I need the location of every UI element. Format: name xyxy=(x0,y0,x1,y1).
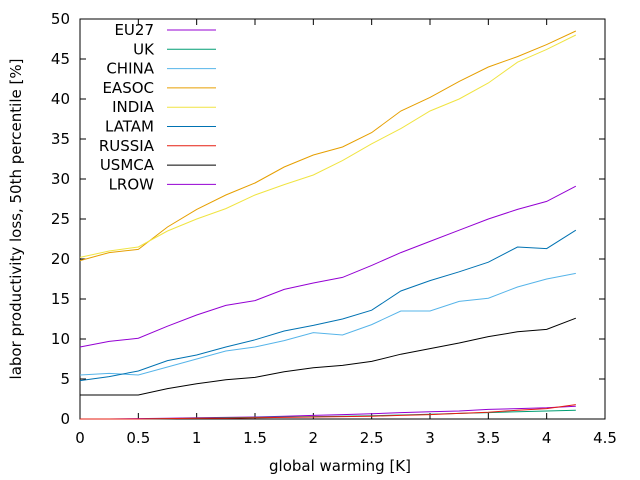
y-tick-label: 5 xyxy=(60,370,70,388)
y-tick-label: 35 xyxy=(51,130,70,148)
legend-label-usmca: USMCA xyxy=(100,156,155,174)
y-tick-label: 40 xyxy=(51,90,70,108)
legend-label-india: INDIA xyxy=(112,98,155,116)
x-tick-label: 1.5 xyxy=(243,429,267,447)
legend-label-china: CHINA xyxy=(106,60,154,78)
series-line-russia xyxy=(80,404,576,420)
x-tick-label: 0 xyxy=(75,429,85,447)
y-tick-label: 10 xyxy=(51,330,70,348)
axis-ticks: 0 0.5 1 1.5 2 2.5 3 3.5 4 4.5 0 5 10 15 20 25 30 35 40 45 50 xyxy=(51,10,617,447)
x-tick-label: 0.5 xyxy=(126,429,150,447)
series-line-lrow xyxy=(79,185,577,348)
y-tick-label: 25 xyxy=(51,210,70,228)
legend-label-lrow: LROW xyxy=(109,175,155,193)
y-tick-label: 15 xyxy=(51,290,70,308)
x-tick-label: 3.5 xyxy=(476,429,500,447)
series-line-usmca xyxy=(80,317,577,396)
x-axis-label: global warming [K] xyxy=(269,457,411,475)
y-tick-label: 20 xyxy=(51,250,70,268)
legend-label-easoc: EASOC xyxy=(102,79,154,97)
series-lines xyxy=(79,30,577,420)
y-axis-label: labor productivity loss, 50th percentile… xyxy=(7,59,25,380)
legend-label-latam: LATAM xyxy=(105,118,154,136)
y-tick-label: 45 xyxy=(51,50,70,68)
x-tick-label: 4.5 xyxy=(593,429,617,447)
legend-label-russia: RUSSIA xyxy=(99,137,155,155)
plot-frame xyxy=(79,18,606,420)
x-tick-label: 2.5 xyxy=(360,429,384,447)
y-tick-label: 30 xyxy=(51,170,70,188)
series-line-china xyxy=(79,272,576,376)
series-line-india xyxy=(79,34,577,258)
legend-label-eu27: EU27 xyxy=(114,21,154,39)
x-tick-label: 1 xyxy=(192,429,202,447)
series-line-easoc xyxy=(79,30,577,262)
x-tick-label: 3 xyxy=(425,429,435,447)
legend-label-uk: UK xyxy=(133,40,155,58)
series-line-latam xyxy=(79,229,577,382)
x-tick-label: 4 xyxy=(542,429,552,447)
x-tick-label: 2 xyxy=(309,429,319,447)
y-tick-label: 0 xyxy=(60,410,70,428)
y-tick-label: 50 xyxy=(51,10,70,28)
